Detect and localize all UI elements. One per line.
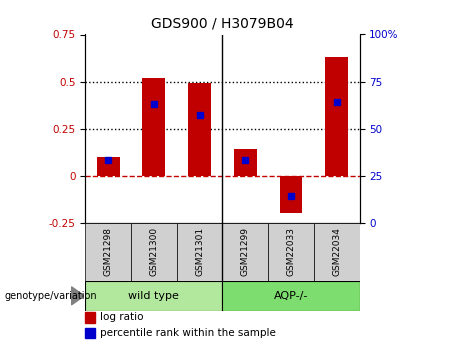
Bar	[234, 149, 257, 176]
Bar	[279, 176, 302, 213]
Bar	[188, 83, 211, 176]
FancyBboxPatch shape	[268, 223, 314, 281]
FancyBboxPatch shape	[131, 223, 177, 281]
Bar	[142, 78, 165, 176]
Text: genotype/variation: genotype/variation	[5, 291, 97, 301]
Text: GSM22034: GSM22034	[332, 227, 341, 276]
Text: GSM22033: GSM22033	[286, 227, 296, 276]
Text: wild type: wild type	[129, 291, 179, 301]
Text: GSM21299: GSM21299	[241, 227, 250, 276]
Text: percentile rank within the sample: percentile rank within the sample	[100, 328, 276, 338]
FancyBboxPatch shape	[85, 223, 131, 281]
Title: GDS900 / H3079B04: GDS900 / H3079B04	[151, 17, 294, 31]
Text: AQP-/-: AQP-/-	[274, 291, 308, 301]
Text: GSM21301: GSM21301	[195, 227, 204, 276]
FancyBboxPatch shape	[222, 281, 360, 310]
FancyBboxPatch shape	[85, 281, 222, 310]
Bar	[325, 57, 348, 176]
FancyBboxPatch shape	[222, 223, 268, 281]
Text: GSM21300: GSM21300	[149, 227, 159, 276]
Text: GSM21298: GSM21298	[104, 227, 112, 276]
FancyBboxPatch shape	[177, 223, 222, 281]
Text: log ratio: log ratio	[100, 313, 143, 322]
FancyBboxPatch shape	[314, 223, 360, 281]
Polygon shape	[71, 287, 84, 305]
Bar	[97, 157, 119, 176]
